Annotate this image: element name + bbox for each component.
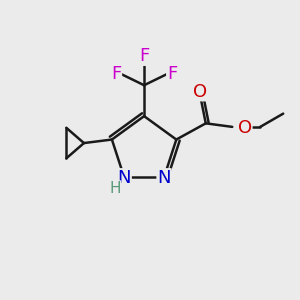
Text: O: O xyxy=(194,82,208,100)
Text: F: F xyxy=(167,65,177,83)
Text: N: N xyxy=(157,169,171,187)
Text: H: H xyxy=(109,181,121,196)
Text: N: N xyxy=(118,169,131,187)
Text: F: F xyxy=(139,47,149,65)
Text: F: F xyxy=(111,65,121,83)
Text: O: O xyxy=(238,119,252,137)
